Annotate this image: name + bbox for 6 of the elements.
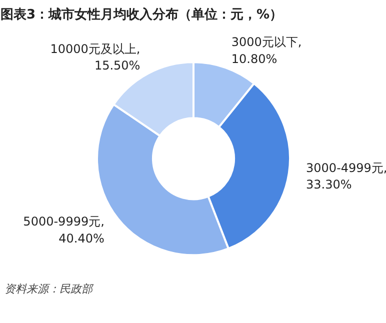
slice-label: 3000元以下, 10.80%	[231, 35, 302, 66]
text: 资料来源：民政部	[4, 282, 94, 296]
slice-label: 10000元及以上, 15.50%	[50, 42, 140, 73]
slice-label: 5000-9999元, 40.40%	[23, 214, 104, 246]
chart-title: 图表3：城市女性月均收入分布（单位：元，%）	[0, 6, 283, 22]
slice-label: 3000-4999元, 33.30%	[306, 160, 386, 192]
